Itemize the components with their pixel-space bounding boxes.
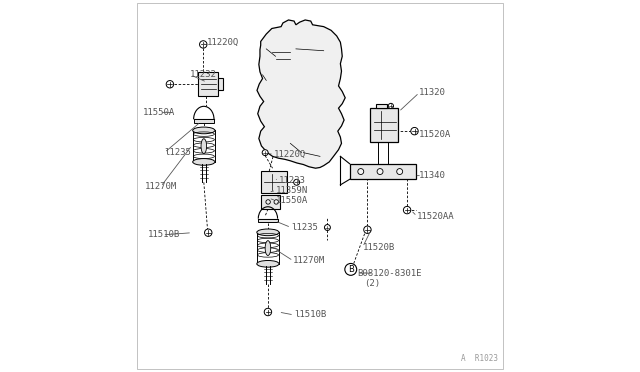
Text: 11233: 11233 [279, 176, 306, 185]
Ellipse shape [201, 139, 207, 154]
Text: 11320: 11320 [419, 88, 446, 97]
Bar [194, 119, 214, 123]
Circle shape [294, 179, 300, 185]
Text: 11510B: 11510B [148, 230, 180, 240]
Circle shape [266, 200, 270, 204]
Circle shape [166, 81, 173, 88]
Text: (2): (2) [364, 279, 381, 288]
Bar [218, 78, 223, 90]
Text: l1510B: l1510B [294, 311, 326, 320]
Ellipse shape [257, 260, 279, 267]
Bar [376, 104, 387, 108]
Polygon shape [257, 20, 345, 168]
Bar [370, 108, 398, 141]
Circle shape [324, 225, 330, 231]
Text: 11520B: 11520B [363, 243, 395, 251]
Text: 11340: 11340 [419, 171, 446, 180]
Text: B08120-8301E: B08120-8301E [357, 269, 422, 278]
Bar [262, 195, 280, 209]
Text: 11220Q: 11220Q [207, 38, 239, 47]
Text: 11232: 11232 [190, 70, 217, 79]
Circle shape [377, 169, 383, 174]
Circle shape [205, 229, 212, 236]
Circle shape [397, 169, 403, 174]
Circle shape [264, 308, 271, 316]
Bar [198, 72, 218, 96]
Text: A  R1023: A R1023 [461, 354, 498, 363]
Text: 11550A: 11550A [276, 196, 308, 205]
Ellipse shape [265, 241, 271, 256]
Text: 11220Q: 11220Q [274, 150, 306, 159]
Text: 11520A: 11520A [419, 129, 452, 139]
Circle shape [411, 128, 418, 135]
Circle shape [403, 206, 411, 214]
Text: B: B [348, 265, 354, 274]
Circle shape [274, 200, 278, 204]
Circle shape [262, 150, 268, 155]
Circle shape [388, 103, 394, 109]
Text: l1235: l1235 [291, 223, 318, 232]
Ellipse shape [193, 158, 215, 165]
Circle shape [200, 41, 207, 48]
Text: 11520AA: 11520AA [417, 212, 455, 221]
Text: l1235: l1235 [164, 148, 191, 157]
Circle shape [364, 226, 371, 234]
Ellipse shape [193, 127, 215, 134]
Text: 11270M: 11270M [145, 182, 177, 191]
Text: 11270M: 11270M [293, 256, 326, 265]
Text: 11359N: 11359N [276, 186, 308, 195]
Text: 11550A: 11550A [143, 108, 175, 117]
Bar [262, 171, 287, 193]
Bar [259, 219, 278, 222]
Circle shape [358, 169, 364, 174]
Bar [349, 164, 417, 179]
Ellipse shape [257, 229, 279, 235]
